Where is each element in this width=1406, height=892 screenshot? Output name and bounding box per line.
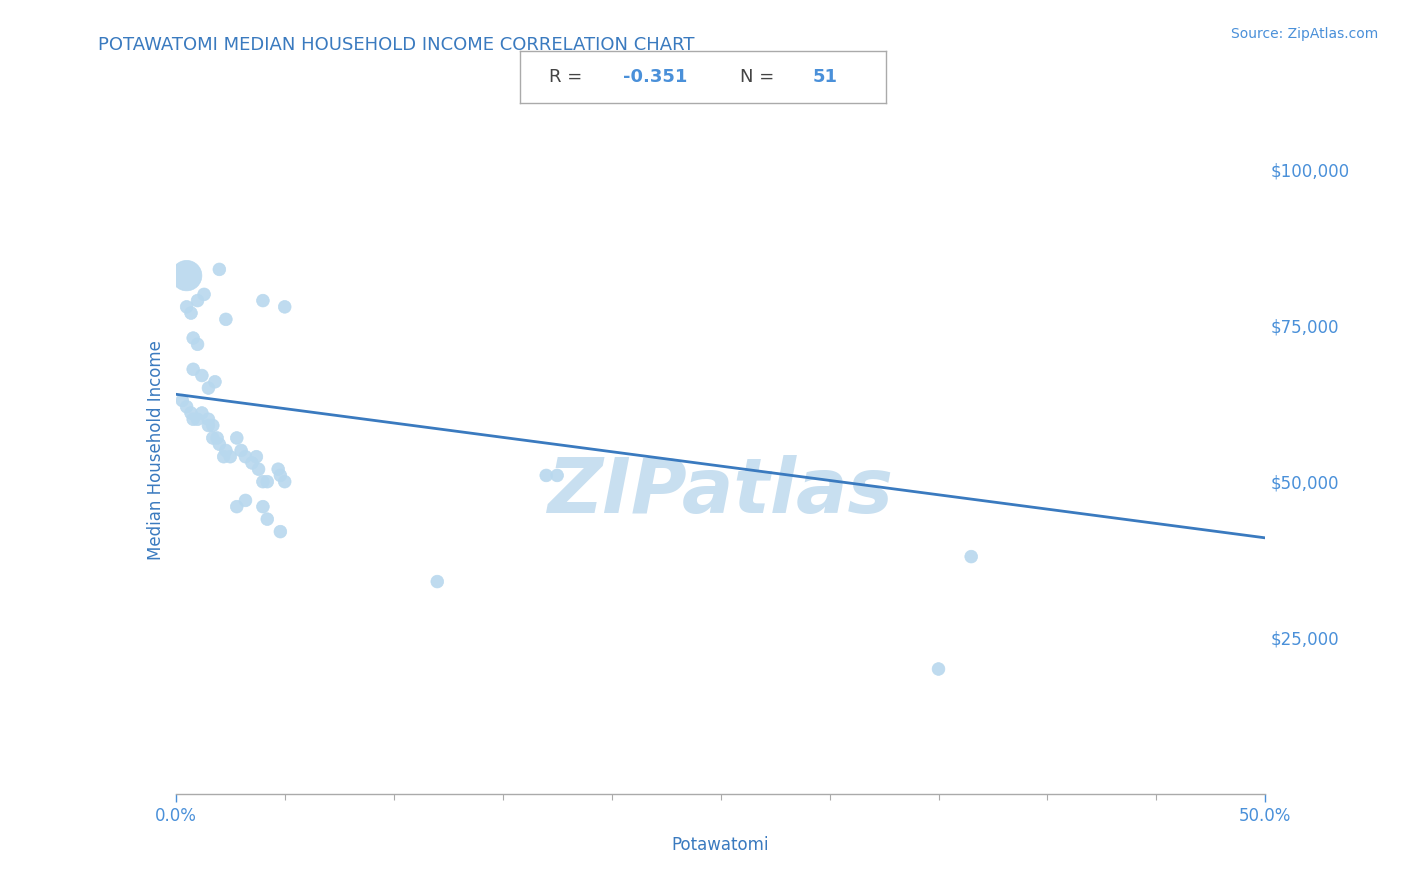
Point xyxy=(215,443,238,458)
Point xyxy=(928,662,950,676)
Point xyxy=(186,412,209,426)
Point xyxy=(180,406,202,420)
Point xyxy=(274,300,297,314)
Point xyxy=(256,475,278,489)
Point xyxy=(426,574,449,589)
Point xyxy=(181,362,204,376)
Point xyxy=(534,468,557,483)
Text: R =: R = xyxy=(550,68,589,86)
Point xyxy=(269,468,291,483)
Point xyxy=(205,431,228,445)
Point xyxy=(193,287,215,301)
Point xyxy=(225,431,247,445)
Point xyxy=(180,306,202,320)
Point xyxy=(274,475,297,489)
Text: -0.351: -0.351 xyxy=(623,68,688,86)
Point xyxy=(215,312,238,326)
Point xyxy=(252,293,274,308)
Point xyxy=(212,450,235,464)
Y-axis label: Median Household Income: Median Household Income xyxy=(146,341,165,560)
Point xyxy=(960,549,983,564)
Point xyxy=(225,500,247,514)
Point xyxy=(247,462,270,476)
Point xyxy=(176,268,198,283)
Point xyxy=(201,418,224,433)
Point xyxy=(197,381,219,395)
Point xyxy=(546,468,568,483)
Text: ZIPatlas: ZIPatlas xyxy=(547,455,894,529)
Point xyxy=(231,443,253,458)
Point xyxy=(240,456,263,470)
Point xyxy=(191,368,214,383)
Point xyxy=(208,262,231,277)
Point xyxy=(245,450,267,464)
Point xyxy=(252,475,274,489)
Point xyxy=(204,375,226,389)
Point xyxy=(197,412,219,426)
Point xyxy=(172,393,194,408)
Point xyxy=(186,293,209,308)
Point xyxy=(219,450,242,464)
Point xyxy=(267,462,290,476)
Text: Source: ZipAtlas.com: Source: ZipAtlas.com xyxy=(1230,27,1378,41)
Point xyxy=(201,431,224,445)
Point xyxy=(252,500,274,514)
Point xyxy=(186,337,209,351)
Point xyxy=(181,412,204,426)
Point xyxy=(256,512,278,526)
Text: N =: N = xyxy=(740,68,779,86)
X-axis label: Potawatomi: Potawatomi xyxy=(672,836,769,855)
Point xyxy=(269,524,291,539)
Point xyxy=(197,418,219,433)
Text: 51: 51 xyxy=(813,68,838,86)
Point xyxy=(176,400,198,414)
Point xyxy=(235,450,257,464)
Point xyxy=(235,493,257,508)
Point xyxy=(181,331,204,345)
Point xyxy=(208,437,231,451)
Point xyxy=(176,300,198,314)
Point xyxy=(191,406,214,420)
Text: POTAWATOMI MEDIAN HOUSEHOLD INCOME CORRELATION CHART: POTAWATOMI MEDIAN HOUSEHOLD INCOME CORRE… xyxy=(98,36,695,54)
